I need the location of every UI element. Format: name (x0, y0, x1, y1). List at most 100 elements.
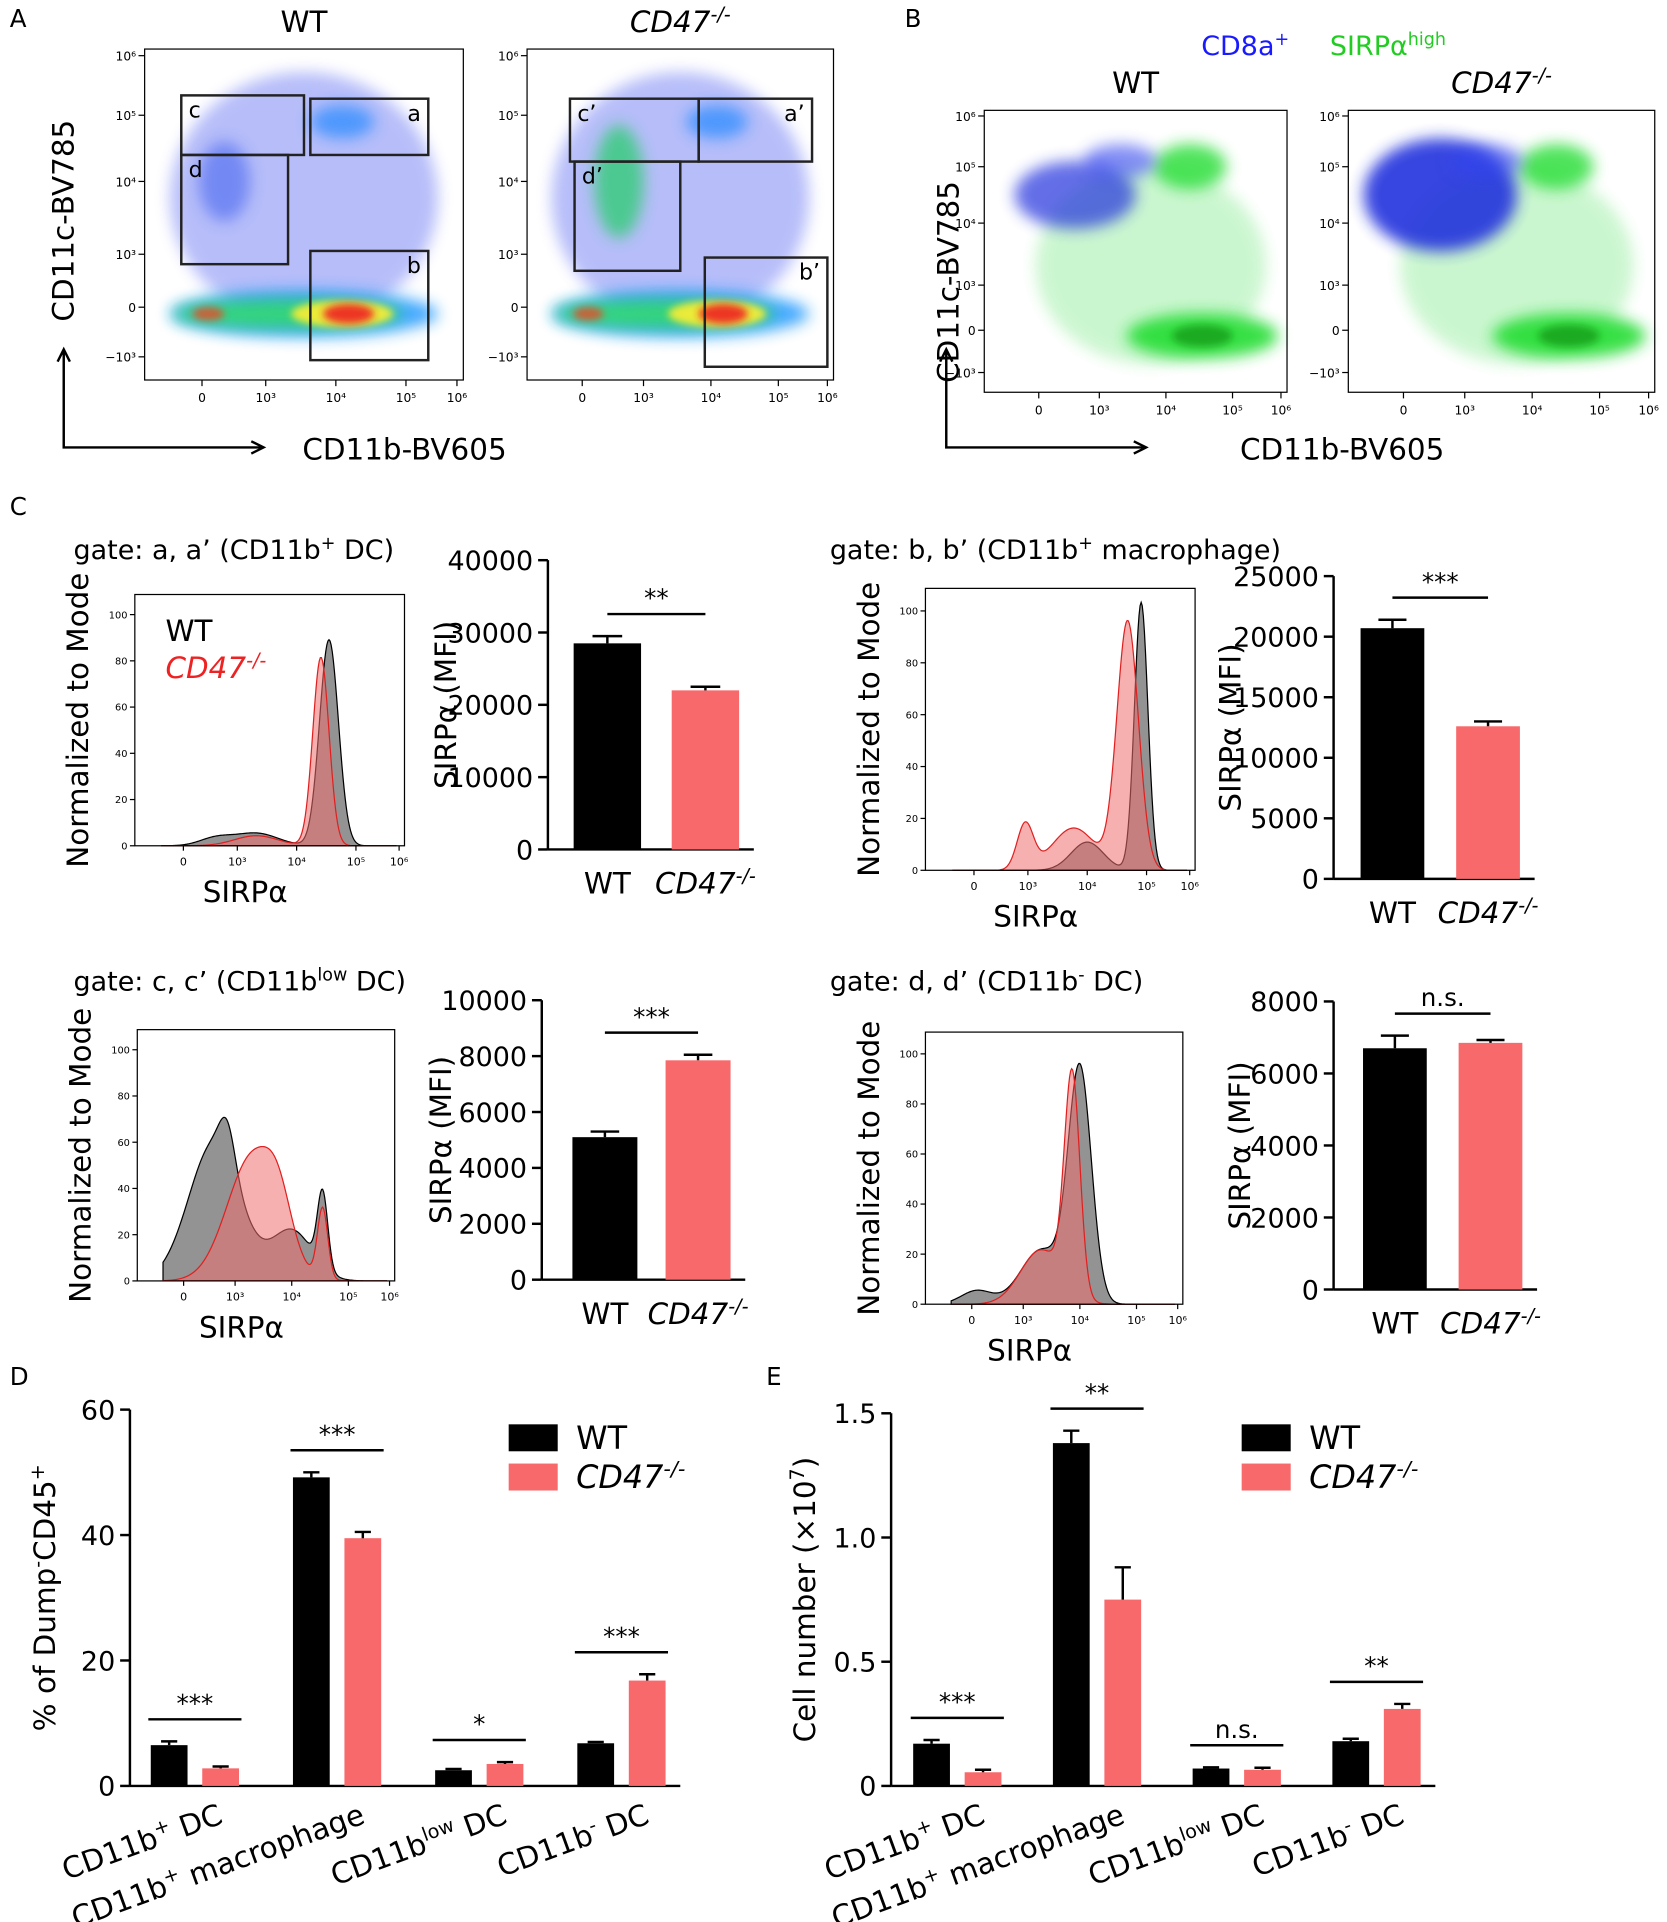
y-tick-label: 20000 (447, 691, 533, 722)
chart-title: gate: d, d’ (CD11b- DC) (830, 965, 1143, 997)
text-part: WT (1309, 1419, 1361, 1457)
flow-plot: 10⁶ 10⁵ 10⁴ 10³ 0 −10³ 0 10³ 10⁴ 10⁵ 10⁶ a b c d (105, 48, 468, 405)
x-tick-label: 0 (968, 1314, 975, 1327)
y-tick-label: 8000 (1250, 987, 1319, 1018)
axis-label: CD11c-BV785 (932, 181, 966, 383)
text-part: ) (788, 1457, 822, 1468)
y-tick-label: 10⁴ (1319, 217, 1340, 231)
bar (573, 643, 642, 850)
axis-label: Normalized to Mode (852, 1021, 886, 1316)
error-bar (974, 1768, 992, 1773)
flow-plot: 10⁶ 10⁵ 10⁴ 10³ 0 −10³ 0 10³ 10⁴ 10⁵ 10⁶ (1309, 109, 1659, 417)
legend-swatch (508, 1424, 558, 1452)
plot-frame (136, 1029, 396, 1282)
error-bar (690, 685, 721, 691)
text-part: DC) (347, 966, 406, 997)
error-bar (354, 1530, 371, 1539)
error-bar (496, 1760, 514, 1764)
x-tick-label: WT (1371, 1307, 1419, 1341)
x-tick-label: 10⁶ (447, 391, 468, 405)
error-bar (1380, 1034, 1409, 1049)
x-tick-label: CD47-/- (1440, 1304, 1541, 1341)
panel-label: D (10, 1362, 29, 1391)
y-tick-label: 6000 (1250, 1059, 1319, 1090)
x-tick-label: 10⁶ (1180, 880, 1199, 893)
legend-swatch (508, 1463, 558, 1491)
y-tick-label: 10⁴ (116, 175, 137, 189)
plot-title: CD47-/- (1451, 64, 1552, 101)
text-part: WT (581, 1297, 629, 1331)
x-tick-label: 10⁶ (1638, 403, 1659, 417)
error-bar (1394, 1702, 1411, 1709)
error-bar (1342, 1737, 1359, 1742)
y-tick-label: 1.0 (834, 1523, 877, 1554)
x-tick-label: 0 (970, 880, 977, 893)
x-tick-label: 10⁵ (1589, 403, 1610, 417)
significance-label: * (473, 1710, 485, 1739)
bar (1192, 1768, 1230, 1786)
bar (1383, 1708, 1421, 1786)
x-tick-label: 10⁵ (1127, 1314, 1145, 1327)
y-tick-label: 0 (912, 1300, 918, 1311)
y-tick-label: 1.5 (834, 1399, 877, 1430)
text-part: -/- (728, 1294, 748, 1317)
y-tick-label: 6000 (458, 1098, 527, 1129)
x-tick-label: 10⁶ (1168, 1314, 1187, 1327)
error-bar (923, 1738, 940, 1744)
y-tick-label: 20000 (1233, 622, 1319, 653)
axis-label: SIRPα (199, 1310, 284, 1344)
y-tick-label: 2000 (458, 1210, 527, 1241)
y-tick-label: 10³ (955, 279, 976, 293)
x-tick-label: 10⁵ (339, 1291, 357, 1304)
text-part: SIRPα (MFI) (429, 621, 463, 789)
text-part: DC) (1085, 966, 1144, 997)
bar (292, 1477, 330, 1786)
panel-label: E (766, 1362, 781, 1391)
plot-frame (1347, 109, 1656, 393)
text-part: CD47 (165, 651, 246, 685)
y-tick-label: 15000 (1233, 683, 1319, 714)
gate (573, 160, 682, 273)
gate (703, 256, 829, 368)
y-tick-label: 20 (115, 795, 127, 806)
x-tick-label: 10³ (226, 1291, 244, 1304)
axis-label: SIRPα (MFI) (429, 621, 463, 789)
x-tick-label: 0 (1035, 403, 1043, 417)
significance-label: ** (644, 584, 669, 613)
histogram-wt (161, 638, 397, 847)
y-tick-label: 0 (121, 841, 127, 852)
legend-swatch (1241, 1424, 1291, 1452)
y-tick-label: 40 (906, 762, 918, 773)
text-part: -/- (710, 2, 730, 25)
y-tick-label: 0 (128, 301, 136, 315)
legend-entry: CD47-/- (1309, 1457, 1418, 1496)
axis-label: SIRPα (MFI) (424, 1056, 458, 1224)
text-part: CD45 (28, 1480, 62, 1561)
error-bar (161, 1740, 178, 1746)
axis-label: Normalized to Mode (61, 573, 95, 868)
axis-label: SIRPα (993, 900, 1078, 934)
y-tick-label: 0 (124, 1277, 130, 1288)
axis-label: Cell number (×107) (786, 1457, 822, 1743)
plot-frame (983, 109, 1288, 393)
density-cloud (1014, 161, 1136, 229)
y-tick-label: 20 (117, 1230, 129, 1241)
plot-frame (526, 48, 835, 381)
y-tick-label: 100 (111, 1045, 130, 1056)
x-tick-label: 10⁴ (283, 1291, 302, 1304)
significance-label: *** (603, 1622, 640, 1651)
text-part: + (912, 1813, 935, 1840)
y-tick-label: 10⁶ (498, 50, 519, 64)
x-tick-label: 10³ (255, 391, 276, 405)
y-tick-label: 100 (899, 1050, 918, 1061)
y-tick-label: 60 (906, 710, 918, 721)
text-part: CD47 (1309, 1458, 1396, 1496)
text-part: + (150, 1813, 173, 1840)
y-tick-label: 2000 (1250, 1203, 1319, 1234)
text-part: CD47 (630, 5, 711, 39)
text-part: gate: a, a’ (CD11b (74, 535, 321, 566)
x-tick-label: 10⁵ (1222, 403, 1243, 417)
x-tick-label: 10⁶ (380, 1291, 399, 1304)
density-cloud (323, 303, 375, 324)
x-tick-label: WT (584, 867, 632, 901)
